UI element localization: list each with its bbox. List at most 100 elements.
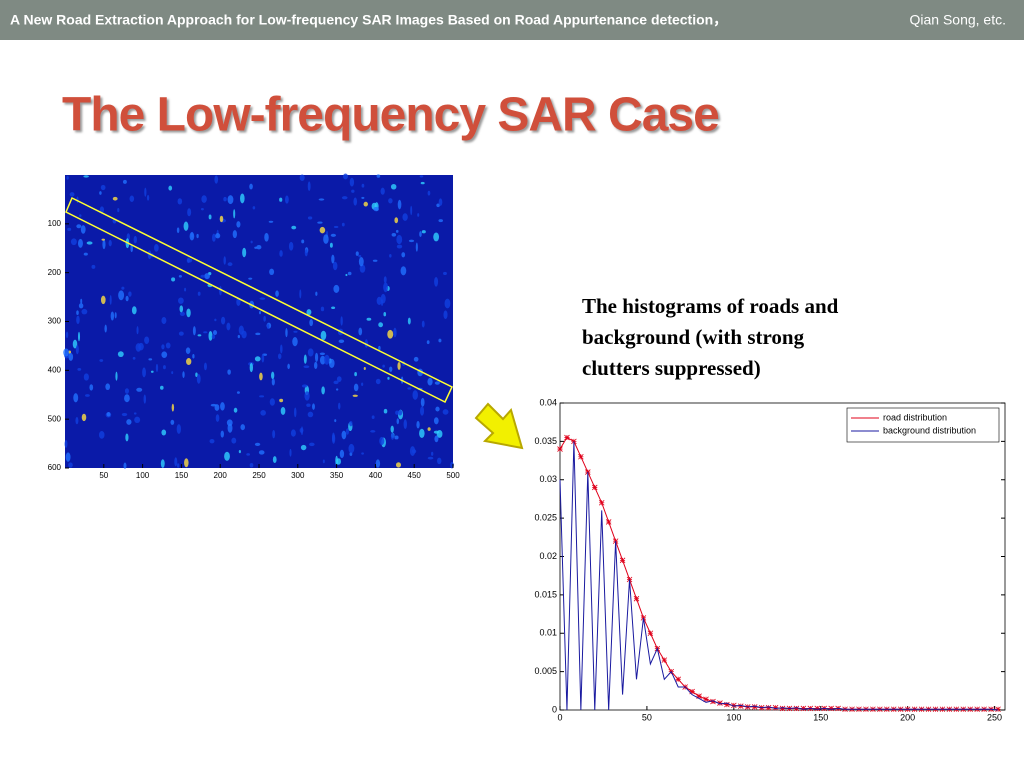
speckle	[143, 394, 147, 404]
speckle	[391, 232, 397, 237]
speckle	[204, 273, 210, 280]
speckle	[214, 404, 220, 411]
speckle	[163, 365, 166, 370]
speckle	[183, 221, 189, 231]
speckle	[415, 242, 418, 252]
x-tick-label: 50	[642, 712, 652, 722]
speckle	[393, 327, 397, 338]
speckle	[315, 291, 318, 296]
speckle	[394, 435, 399, 440]
speckle	[184, 287, 187, 292]
speckle	[124, 394, 130, 403]
x-tick-label: 0	[557, 712, 562, 722]
speckle	[176, 227, 180, 234]
speckle	[366, 317, 372, 321]
series-line	[559, 441, 999, 711]
speckle	[390, 432, 395, 440]
x-tick-label: 450	[408, 471, 422, 480]
speckle	[75, 416, 79, 425]
speckle	[69, 192, 75, 197]
speckle	[263, 315, 266, 322]
speckle	[79, 214, 82, 217]
road-box	[65, 196, 453, 404]
speckle	[306, 309, 312, 316]
speckle	[309, 319, 314, 327]
speckle	[412, 390, 418, 400]
plot-area	[559, 402, 1006, 711]
speckle	[396, 234, 403, 245]
speckle	[436, 457, 442, 465]
speckle	[89, 384, 94, 391]
speckle	[275, 290, 279, 297]
speckle	[165, 342, 171, 349]
speckle	[125, 433, 129, 442]
speckle	[110, 311, 115, 321]
speckle	[258, 310, 262, 315]
speckle	[292, 336, 298, 347]
speckle	[427, 427, 431, 431]
speckle	[431, 451, 434, 456]
speckle	[413, 356, 419, 362]
marker	[828, 705, 834, 712]
speckle	[309, 442, 315, 447]
speckle	[361, 196, 365, 199]
marker	[717, 700, 723, 706]
speckle	[300, 444, 307, 451]
speckle	[136, 326, 139, 335]
speckle	[160, 459, 165, 468]
speckle	[189, 232, 195, 241]
speckle	[144, 336, 150, 345]
speckle	[341, 196, 348, 200]
x-tick-label: 300	[291, 471, 305, 480]
speckle	[410, 205, 413, 216]
speckle	[419, 231, 422, 238]
speckle	[285, 328, 288, 338]
speckle	[427, 377, 433, 386]
speckle	[339, 449, 345, 459]
speckle	[231, 437, 237, 444]
speckle	[333, 225, 339, 229]
speckle	[177, 198, 183, 205]
speckle	[220, 430, 224, 438]
speckle	[237, 334, 241, 339]
speckle	[178, 331, 184, 336]
speckle	[105, 383, 111, 391]
speckle	[427, 190, 431, 196]
speckle	[178, 297, 184, 304]
speckle	[400, 266, 407, 276]
speckle	[359, 264, 366, 273]
speckle	[280, 406, 286, 415]
speckle	[433, 232, 440, 242]
speckle	[80, 298, 83, 304]
speckle	[271, 371, 275, 380]
speckle	[148, 358, 153, 361]
y-tick-label: 0.015	[534, 589, 557, 599]
speckle	[171, 277, 176, 282]
speckle	[333, 380, 339, 385]
speckle	[402, 213, 408, 221]
speckle	[345, 273, 348, 277]
speckle	[155, 363, 159, 373]
speckle	[171, 403, 175, 412]
speckle	[104, 324, 107, 333]
speckle	[411, 449, 417, 454]
speckle	[420, 181, 425, 185]
speckle	[77, 238, 83, 248]
speckle	[121, 412, 128, 417]
speckle	[293, 330, 298, 333]
speckle	[407, 317, 411, 325]
marker	[675, 676, 681, 683]
marker	[724, 701, 730, 708]
speckle	[196, 233, 199, 239]
speckle	[436, 203, 440, 208]
speckle	[421, 230, 426, 234]
x-tick-label: 250	[252, 471, 266, 480]
speckle	[284, 195, 289, 204]
speckle	[290, 429, 296, 437]
speckle	[192, 326, 196, 336]
marker	[661, 657, 668, 663]
speckle	[351, 189, 355, 193]
speckle	[174, 457, 178, 467]
speckle	[150, 370, 154, 373]
